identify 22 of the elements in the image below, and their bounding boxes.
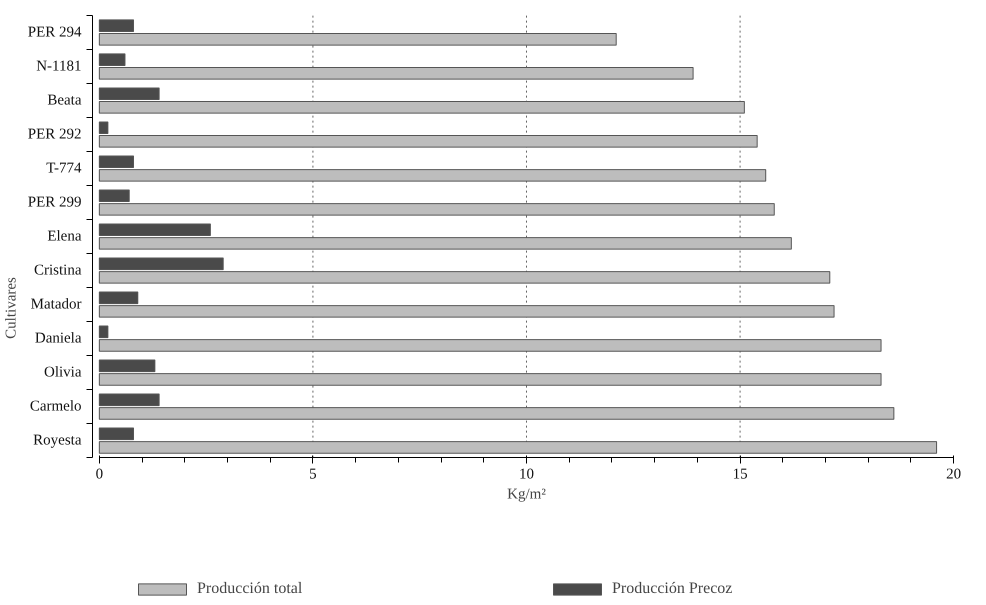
y-tick-label: N-1181 xyxy=(36,58,82,75)
y-tick-label: Royesta xyxy=(33,432,82,449)
y-tick-label: T-774 xyxy=(46,160,82,177)
y-tick-label: Elena xyxy=(47,228,82,245)
legend-label: Producción total xyxy=(197,580,304,598)
y-tick-label: PER 294 xyxy=(28,24,82,41)
x-tick-label: 20 xyxy=(946,466,962,483)
x-tick-label: 15 xyxy=(732,466,748,483)
y-tick-label: Daniela xyxy=(34,330,82,347)
y-tick-label: Cristina xyxy=(34,262,82,279)
y-tick-label: Matador xyxy=(30,296,82,313)
x-tick-label: 0 xyxy=(96,466,104,483)
legend-label: Producción Precoz xyxy=(612,580,734,598)
y-tick-label: Olivia xyxy=(44,364,82,381)
y-tick-label: PER 292 xyxy=(28,126,82,143)
y-tick-label: Beata xyxy=(47,92,82,109)
x-tick-label: 10 xyxy=(519,466,534,483)
y-tick-label: Carmelo xyxy=(30,398,82,415)
y-axis-title: Cultivares xyxy=(4,277,20,339)
x-axis-title: Kg/m² xyxy=(507,486,546,502)
y-tick-label: PER 299 xyxy=(28,194,82,211)
x-tick-label: 5 xyxy=(309,466,317,483)
